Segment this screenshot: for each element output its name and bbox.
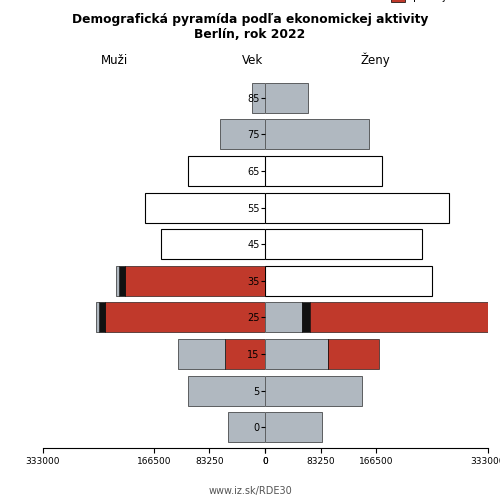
Bar [100, 302, 104, 332]
Bar [228, 412, 265, 442]
Bar [302, 302, 310, 332]
Bar [104, 302, 265, 332]
Bar [225, 339, 265, 369]
Bar [188, 156, 265, 186]
Bar [265, 156, 382, 186]
Bar [265, 120, 368, 150]
Bar [124, 266, 265, 296]
Bar [162, 229, 265, 259]
Bar [265, 266, 432, 296]
Bar [310, 302, 491, 332]
Text: Muži: Muži [102, 54, 128, 67]
Bar [328, 339, 378, 369]
Bar [144, 192, 265, 222]
Text: Berlín, rok 2022: Berlín, rok 2022 [194, 28, 306, 40]
Bar [265, 229, 422, 259]
Bar [265, 412, 322, 442]
Bar [265, 82, 308, 112]
Bar [178, 339, 225, 369]
Bar [96, 302, 100, 332]
Bar [120, 266, 124, 296]
Text: www.iz.sk/RDE30: www.iz.sk/RDE30 [208, 486, 292, 496]
Bar [265, 376, 362, 406]
Text: Vek: Vek [242, 54, 263, 67]
Bar [116, 266, 119, 296]
Bar [188, 376, 265, 406]
Bar [265, 302, 302, 332]
Bar [265, 339, 328, 369]
Bar [265, 192, 448, 222]
Text: Ženy: Ženy [360, 52, 390, 67]
Text: Demografická pyramída podľa ekonomickej aktivity: Demografická pyramída podľa ekonomickej … [72, 12, 428, 26]
Bar [220, 120, 265, 150]
Legend: neaktívni, nezamestnaní, pracujúci: neaktívni, nezamestnaní, pracujúci [391, 0, 486, 2]
Bar [252, 82, 265, 112]
